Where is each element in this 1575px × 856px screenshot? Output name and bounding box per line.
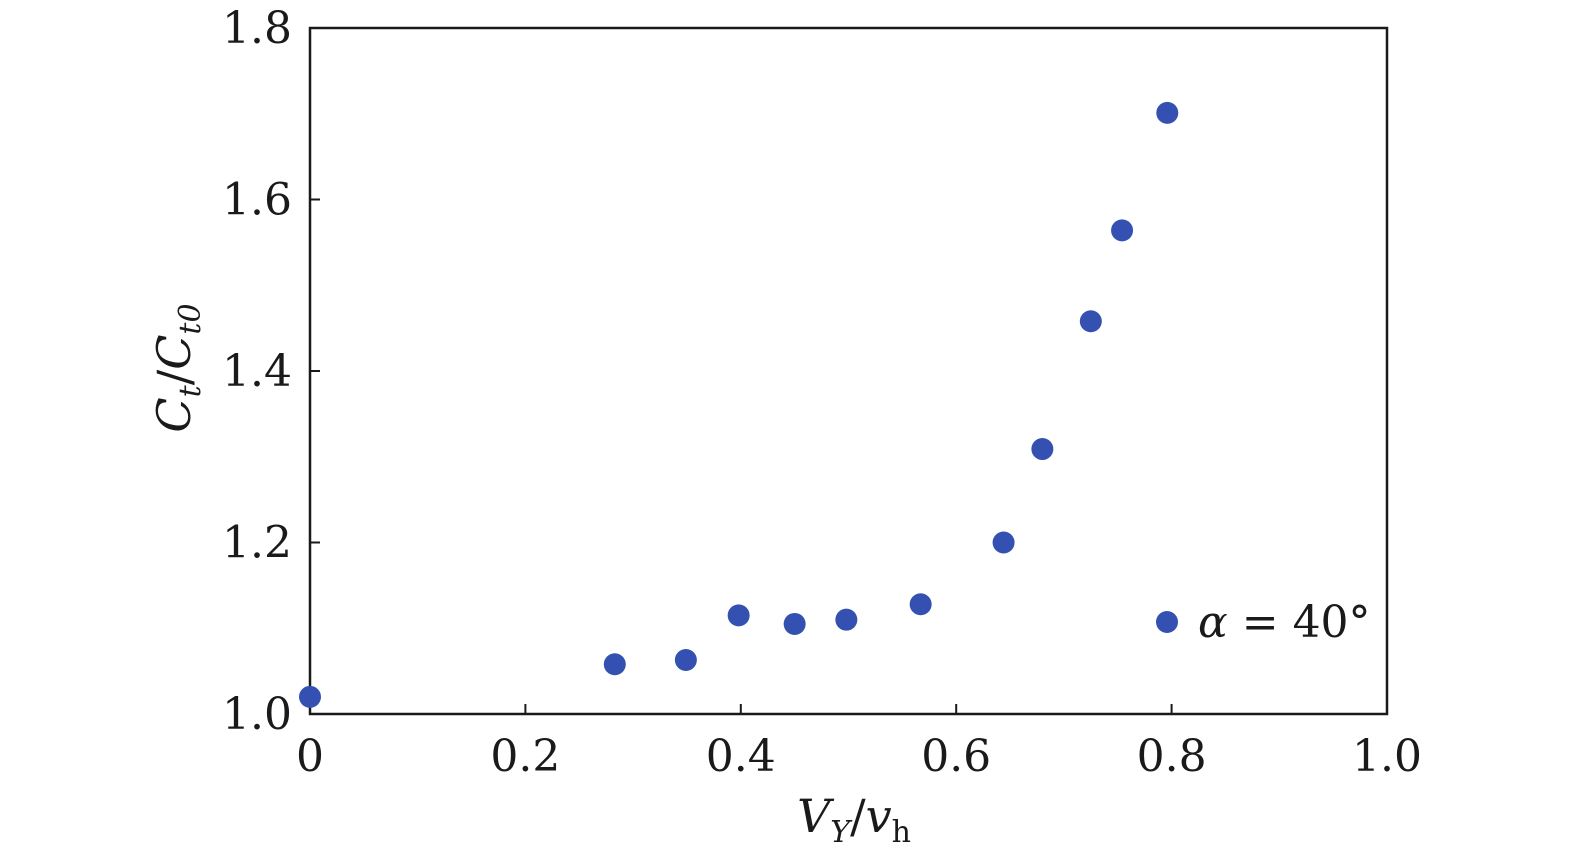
x-tick-label: 1.0 (1352, 731, 1422, 782)
data-point (783, 612, 806, 635)
data-point (1079, 310, 1102, 333)
y-tick-label: 1.4 (222, 346, 292, 397)
y-tick-label: 1.8 (222, 3, 292, 54)
legend-label: α = 40° (1198, 597, 1371, 648)
data-point (909, 593, 932, 616)
y-tick-label: 1.0 (222, 689, 292, 740)
data-point (299, 685, 321, 708)
data-point (835, 608, 858, 631)
x-axis-label: VY/vh (797, 789, 911, 850)
y-axis-ticks: 1.0 1.2 1.4 1.6 1.8 (222, 3, 320, 740)
data-point (1156, 101, 1179, 124)
x-tick-label: 0.8 (1137, 731, 1207, 782)
data-points (299, 101, 1179, 708)
data-point (992, 531, 1015, 554)
x-axis-ticks: 0 0.2 0.4 0.6 0.8 1.0 (296, 704, 1422, 782)
x-tick-label: 0.6 (921, 731, 991, 782)
data-point (674, 648, 697, 671)
legend-marker (1156, 611, 1178, 633)
data-point (1031, 438, 1054, 461)
x-tick-label: 0.2 (490, 731, 560, 782)
x-tick-label: 0.4 (706, 731, 776, 782)
y-axis-label: Ct/Ct0 (147, 303, 208, 432)
legend: α = 40° (1156, 597, 1371, 648)
data-point (727, 604, 750, 627)
y-tick-label: 1.6 (222, 175, 292, 226)
x-tick-label: 0 (296, 731, 324, 782)
y-tick-label: 1.2 (222, 518, 292, 569)
data-point (603, 653, 626, 676)
data-point (1111, 219, 1134, 242)
